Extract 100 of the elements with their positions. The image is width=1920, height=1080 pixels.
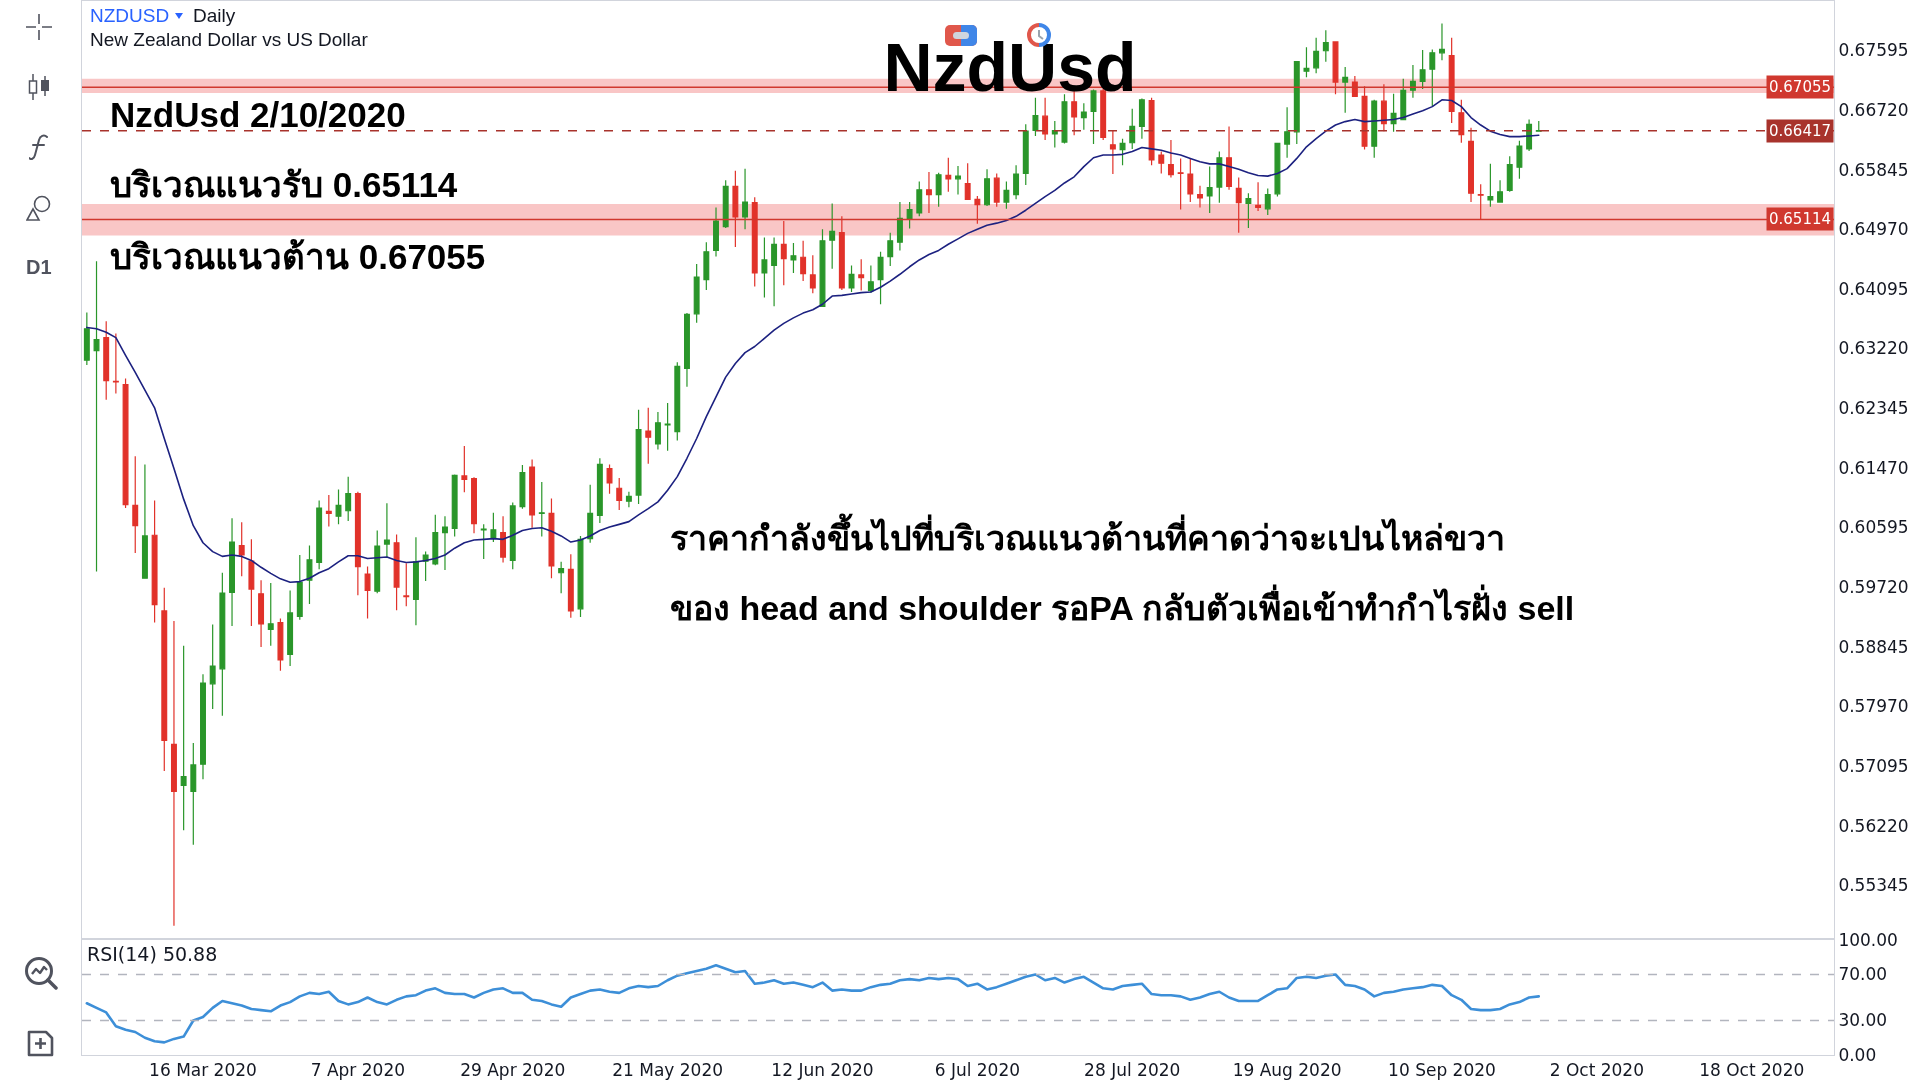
- candlestick: [1235, 176, 1242, 234]
- candlestick: [1516, 140, 1523, 180]
- candlestick: [209, 623, 216, 710]
- candlestick: [200, 673, 206, 780]
- annotation: บริเวณแนวต้าน 0.67055: [110, 237, 486, 276]
- candlestick: [1003, 180, 1010, 210]
- candlestick: [1458, 99, 1465, 144]
- y-tick-label: 0.61470: [1838, 457, 1909, 478]
- candlestick: [896, 201, 903, 252]
- candlestick: [645, 407, 652, 465]
- candlestick: [703, 241, 710, 291]
- chart-title: NzdUsd: [883, 28, 1137, 105]
- candlestick: [1322, 29, 1329, 63]
- candlestick: [93, 260, 100, 572]
- candlestick: [935, 172, 942, 208]
- candlestick: [529, 459, 536, 529]
- candlestick: [1506, 155, 1513, 193]
- candlestick: [974, 195, 981, 225]
- candlestick: [1080, 102, 1087, 131]
- y-tick-label: 100.00: [1838, 929, 1898, 950]
- ref-line-label: 0.65114: [1769, 210, 1832, 228]
- candlestick: [1148, 97, 1155, 166]
- candlestick: [1303, 46, 1310, 78]
- candlestick: [1380, 83, 1387, 132]
- candlestick: [296, 554, 303, 621]
- candlestick: [1119, 138, 1126, 166]
- candlestick: [170, 620, 177, 927]
- candlestick: [1042, 97, 1049, 141]
- candlestick: [1187, 157, 1194, 203]
- candlestick: [490, 512, 497, 543]
- candlestick: [161, 587, 168, 772]
- candlestick: [519, 464, 526, 510]
- candlestick: [364, 566, 371, 619]
- x-tick-label: 16 Mar 2020: [149, 1060, 257, 1080]
- candlestick: [316, 499, 323, 570]
- candlestick: [103, 320, 110, 401]
- candlestick: [558, 561, 565, 594]
- annotation: บริเวณแนวรับ 0.65114: [110, 165, 458, 204]
- candlestick: [258, 579, 265, 648]
- y-tick-label: 0.55345: [1838, 875, 1909, 896]
- candlestick: [1071, 90, 1078, 136]
- candlestick: [219, 572, 226, 717]
- candlestick: [335, 489, 342, 525]
- candlestick: [664, 402, 671, 452]
- candlestick: [945, 157, 952, 193]
- candlestick: [180, 645, 187, 831]
- candlestick: [906, 201, 913, 230]
- candlestick: [1332, 40, 1339, 95]
- candlestick: [867, 264, 874, 294]
- candlestick: [451, 474, 458, 538]
- candlestick: [684, 312, 690, 388]
- candlestick: [306, 544, 313, 605]
- candlestick: [1284, 106, 1291, 159]
- candlestick: [1313, 37, 1320, 74]
- annotation: New Zealand Dollar vs US Dollar: [90, 29, 369, 50]
- candlestick: [693, 263, 700, 324]
- candlestick: [964, 162, 971, 201]
- candlestick: [587, 484, 594, 544]
- candlestick: [1371, 99, 1378, 159]
- candlestick: [1497, 179, 1504, 204]
- candlestick: [277, 617, 284, 672]
- candlestick: [248, 538, 255, 627]
- candlestick: [732, 170, 739, 248]
- annotation: ราคากำลังขึ้นไปที่บริเวณแนวต้านที่คาดว่าจะเปนไหล่ขวา: [670, 513, 1505, 557]
- x-tick-label: 19 Aug 2020: [1232, 1060, 1342, 1080]
- candlestick: [887, 232, 894, 267]
- candlestick: [1477, 183, 1484, 220]
- candlestick: [83, 311, 90, 366]
- candlestick: [1342, 66, 1349, 114]
- candlestick: [1061, 93, 1068, 145]
- candlestick: [480, 523, 487, 560]
- candlestick: [993, 172, 1000, 208]
- y-tick-label: 0.57970: [1838, 696, 1909, 717]
- candlestick: [790, 242, 797, 274]
- candlestick: [229, 517, 235, 627]
- candlestick: [877, 251, 884, 305]
- candlestick: [1226, 125, 1232, 191]
- candlestick: [984, 168, 991, 207]
- candlestick: [383, 502, 390, 558]
- candlestick: [471, 476, 477, 534]
- candlestick: [800, 240, 807, 282]
- candlestick: [1245, 192, 1252, 229]
- y-tick-label: 0.67595: [1838, 40, 1909, 61]
- candlestick: [1361, 85, 1368, 151]
- candlestick: [925, 171, 932, 214]
- x-tick-label: 2 Oct 2020: [1549, 1060, 1644, 1080]
- candlestick: [1206, 165, 1213, 214]
- ref-line-label: 0.67055: [1769, 78, 1832, 96]
- candlestick: [1429, 48, 1436, 107]
- candlestick: [1129, 108, 1136, 150]
- candlestick: [442, 515, 448, 571]
- y-tick-label: 0.63220: [1838, 338, 1909, 359]
- candlestick: [848, 264, 855, 293]
- y-tick-label: 0.57095: [1838, 755, 1909, 776]
- candlestick: [1022, 123, 1029, 186]
- candlestick: [1439, 22, 1445, 61]
- annotation: NzdUsd 2/10/2020: [110, 95, 406, 134]
- candlestick: [955, 165, 961, 196]
- candlestick: [141, 463, 148, 580]
- candlestick: [616, 477, 623, 511]
